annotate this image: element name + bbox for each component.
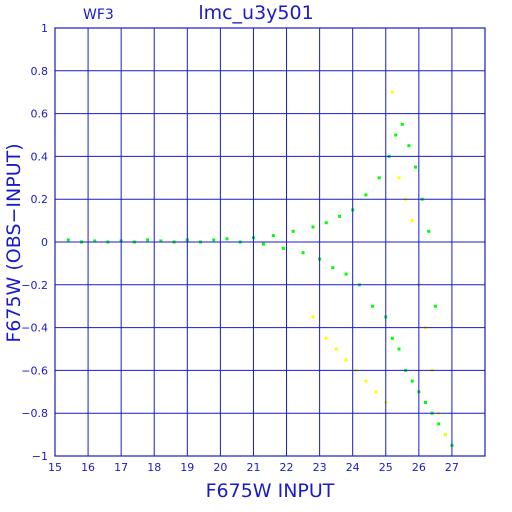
data-point xyxy=(271,234,275,238)
x-tick-label: 27 xyxy=(445,461,459,474)
data-point xyxy=(410,219,414,223)
data-point xyxy=(66,238,70,242)
data-point xyxy=(334,347,338,351)
x-tick-labels: 15 16 17 18 19 20 21 22 23 24 25 26 27 xyxy=(48,461,459,474)
x-tick-label: 21 xyxy=(246,461,260,474)
data-point xyxy=(212,238,216,242)
data-point xyxy=(397,347,401,351)
data-point xyxy=(390,90,394,94)
x-tick-label: 24 xyxy=(346,461,360,474)
grid xyxy=(54,27,485,457)
x-tick-label: 22 xyxy=(280,461,294,474)
y-tick-label: 0 xyxy=(41,236,48,249)
y-tick-label: 0.4 xyxy=(31,150,49,163)
y-tick-label: −0.8 xyxy=(21,407,48,420)
data-point xyxy=(324,221,328,225)
data-point xyxy=(433,304,437,308)
x-axis-label: F675W INPUT xyxy=(205,480,335,502)
x-tick-label: 17 xyxy=(114,461,128,474)
data-point xyxy=(437,422,441,426)
data-point xyxy=(427,229,431,233)
y-tick-label: 0.2 xyxy=(31,193,49,206)
data-point xyxy=(93,239,97,243)
x-tick-label: 26 xyxy=(412,461,426,474)
data-point xyxy=(311,315,315,319)
x-tick-label: 15 xyxy=(48,461,62,474)
chart-title: lmc_u3y501 xyxy=(198,2,314,24)
data-point xyxy=(301,251,305,255)
y-tick-label: 1 xyxy=(41,22,48,35)
data-point xyxy=(371,304,375,308)
x-tick-label: 19 xyxy=(180,461,194,474)
data-point xyxy=(414,165,418,169)
data-point xyxy=(377,176,381,180)
data-point xyxy=(407,144,411,148)
data-point xyxy=(324,336,328,340)
data-point xyxy=(374,390,378,394)
y-tick-label: −0.6 xyxy=(21,364,48,377)
x-tick-label: 16 xyxy=(81,461,95,474)
data-point xyxy=(311,225,315,229)
y-axis-label: F675W (OBS−INPUT) xyxy=(3,143,25,343)
plot-frame xyxy=(54,27,486,457)
y-tick-label: −1 xyxy=(32,450,48,463)
data-point xyxy=(364,379,368,383)
x-tick-label: 23 xyxy=(313,461,327,474)
x-tick-label: 20 xyxy=(213,461,227,474)
y-tick-label: −0.2 xyxy=(21,279,48,292)
data-point xyxy=(390,336,394,340)
y-tick-label: 0.6 xyxy=(31,108,49,121)
data-point xyxy=(337,214,341,218)
data-point xyxy=(146,238,150,242)
data-point xyxy=(261,242,265,246)
points-layer xyxy=(66,90,454,447)
data-point xyxy=(281,246,285,250)
y-tick-labels: 1 0.8 0.6 0.4 0.2 0 −0.2 −0.4 −0.6 −0.8 −1 xyxy=(21,22,48,463)
data-point xyxy=(400,122,404,126)
data-point xyxy=(397,176,401,180)
data-point xyxy=(159,239,163,243)
data-point xyxy=(291,229,295,233)
x-tick-label: 25 xyxy=(379,461,393,474)
data-point xyxy=(423,401,427,404)
data-point xyxy=(344,272,348,276)
y-tick-label: 0.8 xyxy=(31,65,49,78)
x-tick-label: 18 xyxy=(147,461,161,474)
data-point xyxy=(443,433,447,437)
data-point xyxy=(410,379,414,383)
data-point xyxy=(344,358,348,362)
data-point xyxy=(364,193,368,197)
y-tick-label: −0.4 xyxy=(21,322,48,335)
chip-label: WF3 xyxy=(83,7,114,23)
data-point xyxy=(225,237,229,241)
data-point xyxy=(331,266,335,270)
data-point xyxy=(394,133,398,137)
